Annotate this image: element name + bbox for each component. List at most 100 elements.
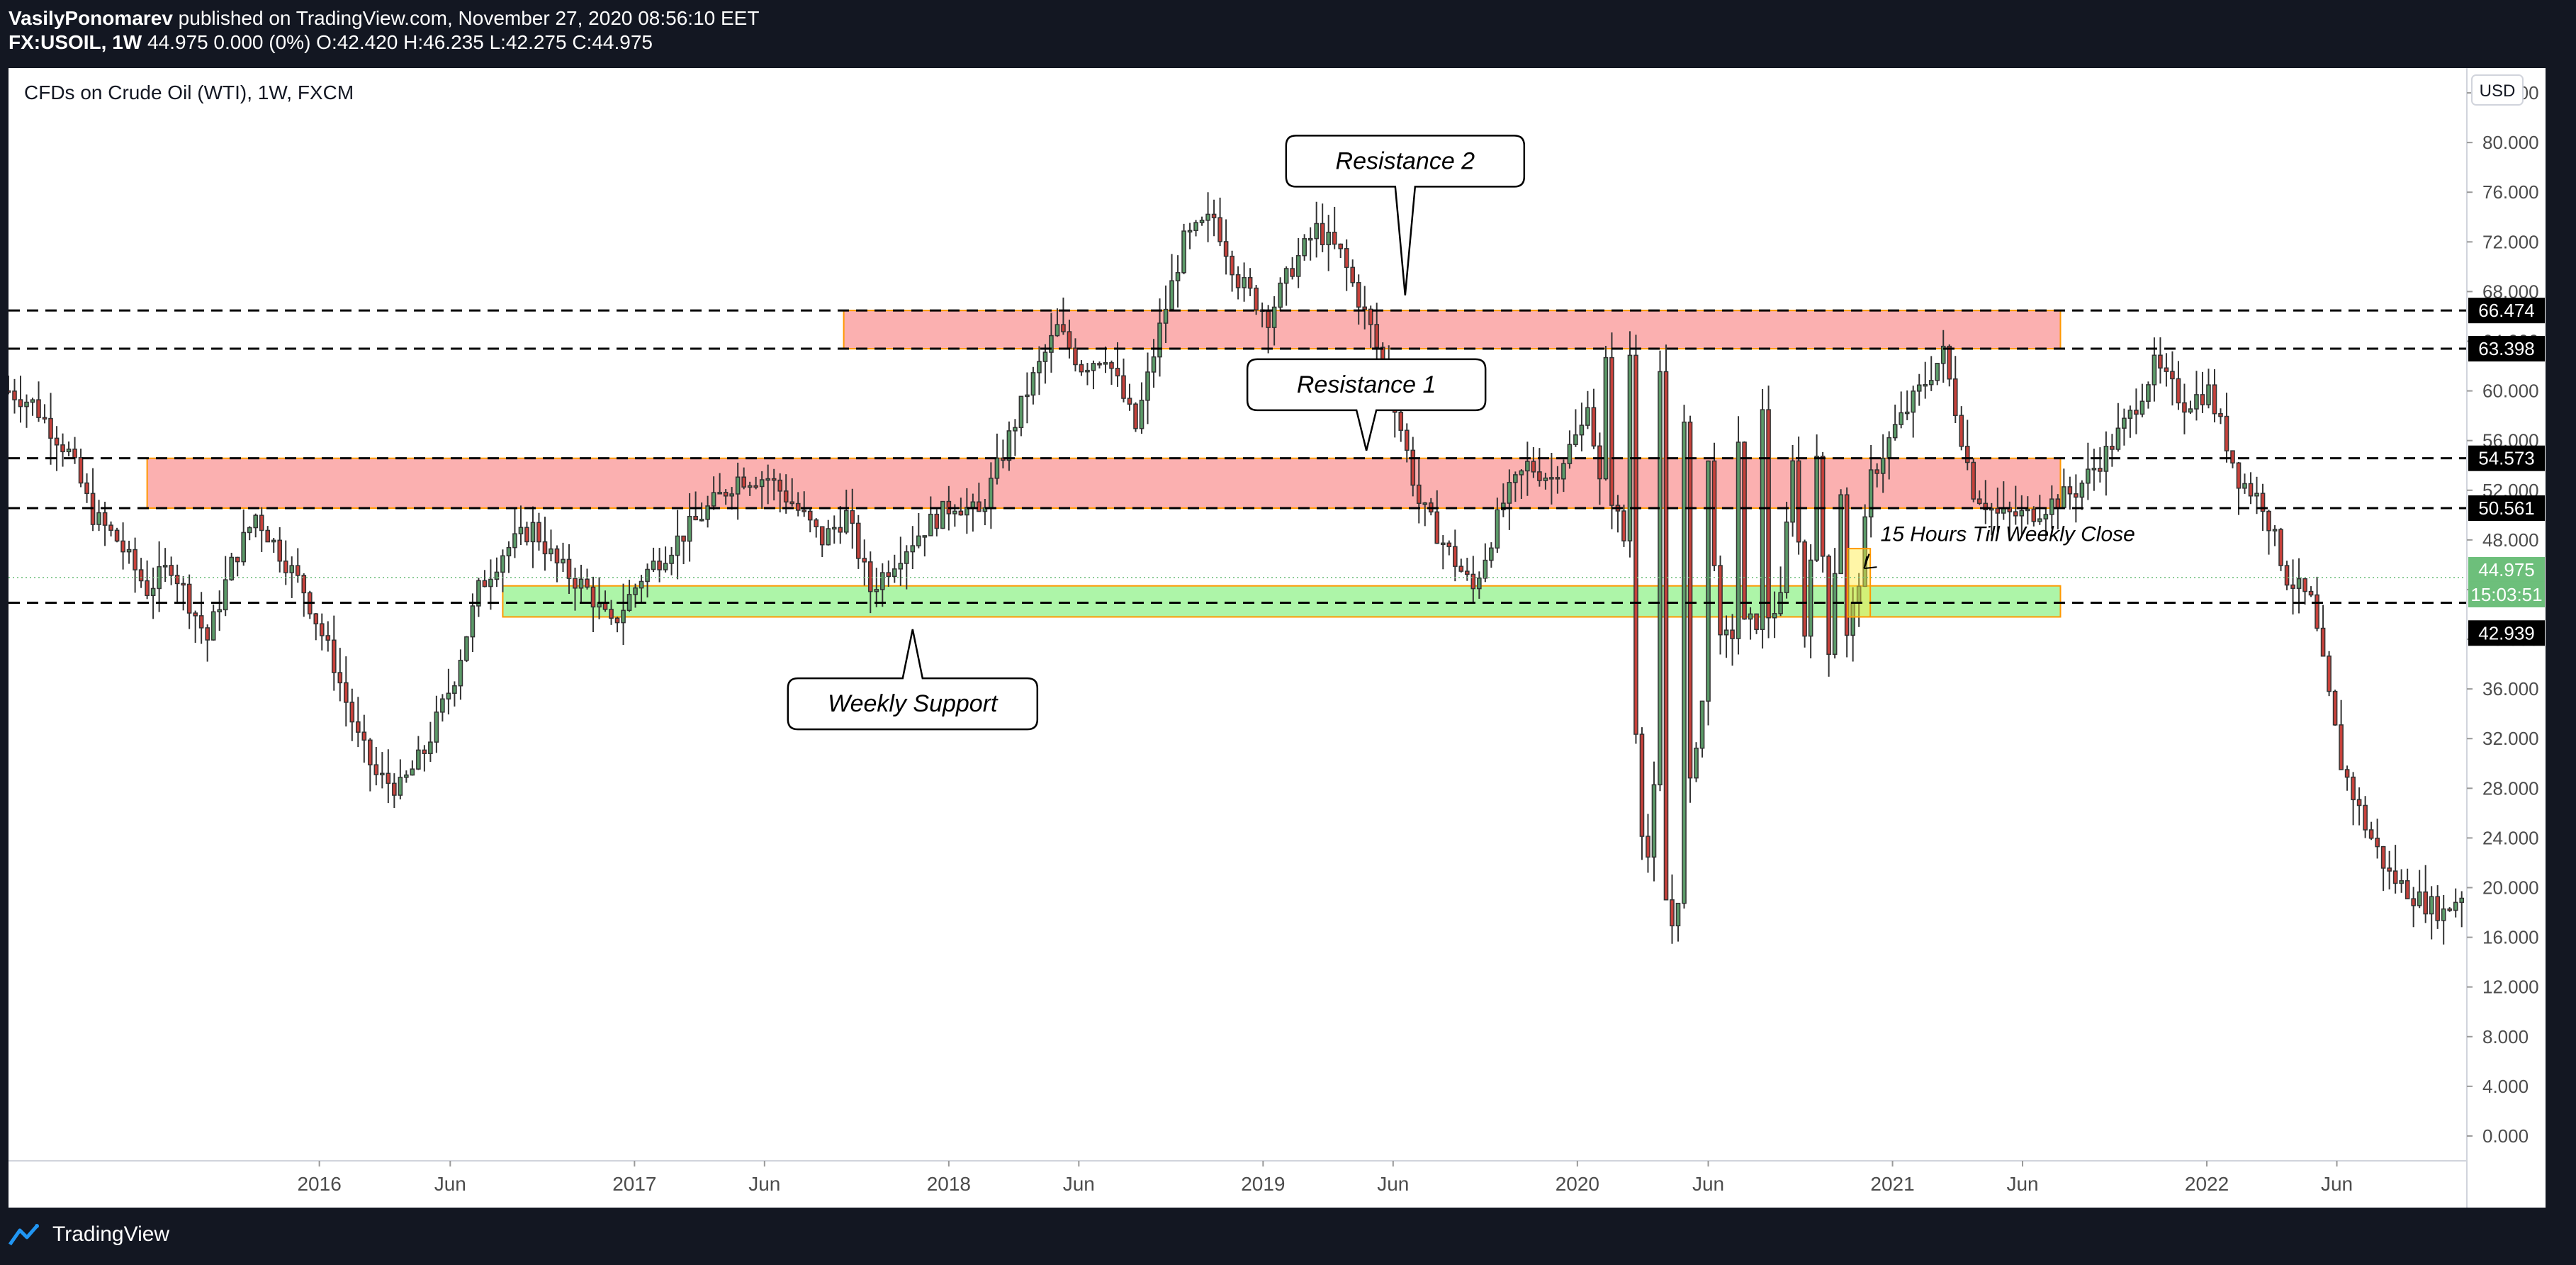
candle	[145, 560, 150, 600]
candle	[639, 575, 644, 602]
candle-body	[18, 399, 23, 407]
candle	[1181, 223, 1186, 274]
candle	[1585, 390, 1590, 429]
candle	[524, 522, 529, 546]
candle-body	[1465, 570, 1470, 575]
candle-body	[747, 485, 753, 488]
currency-button[interactable]	[2471, 74, 2524, 106]
candle-body	[356, 721, 361, 733]
candle-body	[96, 512, 101, 525]
candle	[78, 449, 84, 488]
candle-body	[1947, 345, 1952, 380]
candle-body	[66, 449, 72, 453]
candle-body	[2091, 468, 2097, 471]
candle	[1682, 405, 1687, 909]
candle-body	[1453, 546, 1458, 567]
candle-body	[1061, 324, 1066, 332]
candle	[36, 381, 41, 422]
candle	[874, 568, 879, 607]
candle	[205, 624, 210, 662]
candle-body	[2447, 908, 2453, 911]
candle-body	[1013, 427, 1018, 432]
candle	[940, 500, 945, 529]
candle-body	[621, 609, 626, 624]
candle	[133, 537, 137, 593]
candle	[1736, 416, 1741, 655]
candle-body	[1085, 369, 1090, 373]
candle	[12, 378, 17, 414]
candle-body	[2320, 627, 2326, 657]
candle-body	[2272, 529, 2278, 532]
candle	[1796, 437, 1801, 555]
candle-body	[2110, 446, 2115, 450]
currency-label[interactable]: USD	[2480, 81, 2516, 101]
candle	[1307, 227, 1313, 261]
candle-body	[2098, 468, 2103, 472]
candle-body	[2380, 845, 2386, 869]
candle-body	[898, 563, 904, 570]
candle-body	[1307, 237, 1313, 241]
candle-body	[1344, 248, 1349, 269]
candle-body	[464, 636, 469, 661]
candle	[802, 491, 807, 517]
candle-body	[2206, 384, 2211, 405]
x-tick-label: Jun	[434, 1173, 466, 1195]
candle	[2176, 361, 2181, 410]
candle	[1169, 254, 1174, 310]
tradingview-logo-icon[interactable]	[9, 1223, 43, 1246]
candle	[1344, 239, 1349, 291]
price-badge-text: 42.939	[2478, 622, 2535, 643]
candle-body	[2188, 408, 2193, 413]
candle-body	[2067, 486, 2073, 495]
x-tick-label: 2017	[612, 1173, 656, 1195]
candle	[452, 681, 457, 707]
candle-body	[373, 764, 379, 775]
candle-body	[1302, 238, 1307, 257]
candle-body	[1193, 222, 1198, 232]
candle	[1627, 331, 1633, 558]
candle-body	[940, 500, 945, 529]
candle-body	[1603, 356, 1609, 480]
author-name[interactable]: VasilyPonomarev	[9, 7, 173, 29]
candle-body	[814, 519, 819, 527]
price-chart[interactable]: 0.000 4.000 8.000 12.000 16.000 20.000 24.000 2…	[9, 68, 2546, 1208]
candle-body	[626, 594, 632, 612]
time-axis[interactable]: 2016 Jun 2017 Jun 2018 Jun 2019 Jun 2020 Jun 2021 J…	[297, 1161, 2353, 1195]
candle-body	[850, 510, 855, 524]
candle-body	[1790, 460, 1795, 523]
candle	[2375, 819, 2380, 859]
candle	[1073, 338, 1078, 372]
price-axis[interactable]: 0.000 4.000 8.000 12.000 16.000 20.000 24.000 2…	[2467, 82, 2539, 1147]
candle	[886, 560, 892, 587]
candle	[96, 500, 101, 532]
candle-body	[2308, 590, 2314, 596]
chart-background	[9, 68, 2546, 1208]
candle	[669, 546, 674, 575]
candle-body	[838, 527, 843, 533]
candle-body	[2435, 896, 2440, 921]
candle	[1205, 192, 1210, 242]
candle-body	[2339, 724, 2344, 770]
candle-body	[108, 524, 113, 532]
candle	[590, 576, 596, 632]
candle	[344, 656, 349, 727]
candle-body	[2417, 891, 2422, 906]
candle-body	[2074, 493, 2079, 498]
candle	[488, 559, 493, 610]
candle-body	[2351, 776, 2356, 801]
candle-body	[1495, 509, 1500, 549]
candle	[1549, 452, 1554, 505]
brand-name[interactable]: TradingView	[52, 1222, 170, 1246]
candle	[1211, 199, 1217, 237]
candle	[319, 613, 325, 651]
candle-body	[1037, 361, 1042, 373]
candle	[753, 476, 758, 490]
candle	[1687, 415, 1693, 803]
candle	[1247, 268, 1253, 296]
candle	[368, 738, 373, 792]
candle	[2441, 895, 2446, 945]
candle-body	[12, 390, 17, 400]
candle	[777, 473, 782, 512]
candle-body	[2368, 829, 2374, 839]
candle	[1947, 344, 1952, 387]
